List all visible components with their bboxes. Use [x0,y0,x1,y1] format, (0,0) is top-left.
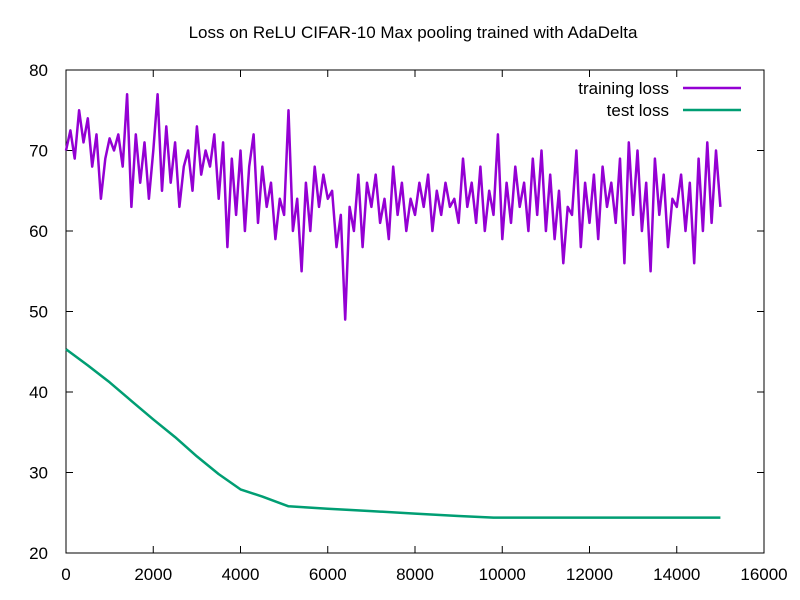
x-tick-label: 16000 [740,565,787,584]
legend-label-training-loss: training loss [578,79,669,98]
series-line-training-loss [64,92,722,321]
x-tick-label: 8000 [396,565,434,584]
y-tick-label: 80 [29,61,48,80]
x-tick-label: 14000 [653,565,700,584]
x-tick-label: 0 [61,565,70,584]
x-tick-label: 12000 [566,565,613,584]
y-tick-label: 20 [29,544,48,563]
x-tick-label: 4000 [222,565,260,584]
legend: training loss test loss [578,79,741,120]
plot-frame [65,69,765,554]
series-layer [64,92,722,519]
axis-ticks: 0 2000 4000 6000 8000 10000 12000 14000 16000 20 3… [29,61,788,584]
y-tick-label: 70 [29,142,48,161]
y-tick-label: 60 [29,222,48,241]
y-tick-label: 40 [29,383,48,402]
legend-label-test-loss: test loss [607,101,669,120]
y-tick-label: 50 [29,303,48,322]
y-tick-label: 30 [29,464,48,483]
x-tick-label: 6000 [309,565,347,584]
x-tick-label: 10000 [479,565,526,584]
x-tick-label: 2000 [134,565,172,584]
series-line-test-loss [65,348,721,519]
chart-title: Loss on ReLU CIFAR-10 Max pooling traine… [189,23,638,42]
